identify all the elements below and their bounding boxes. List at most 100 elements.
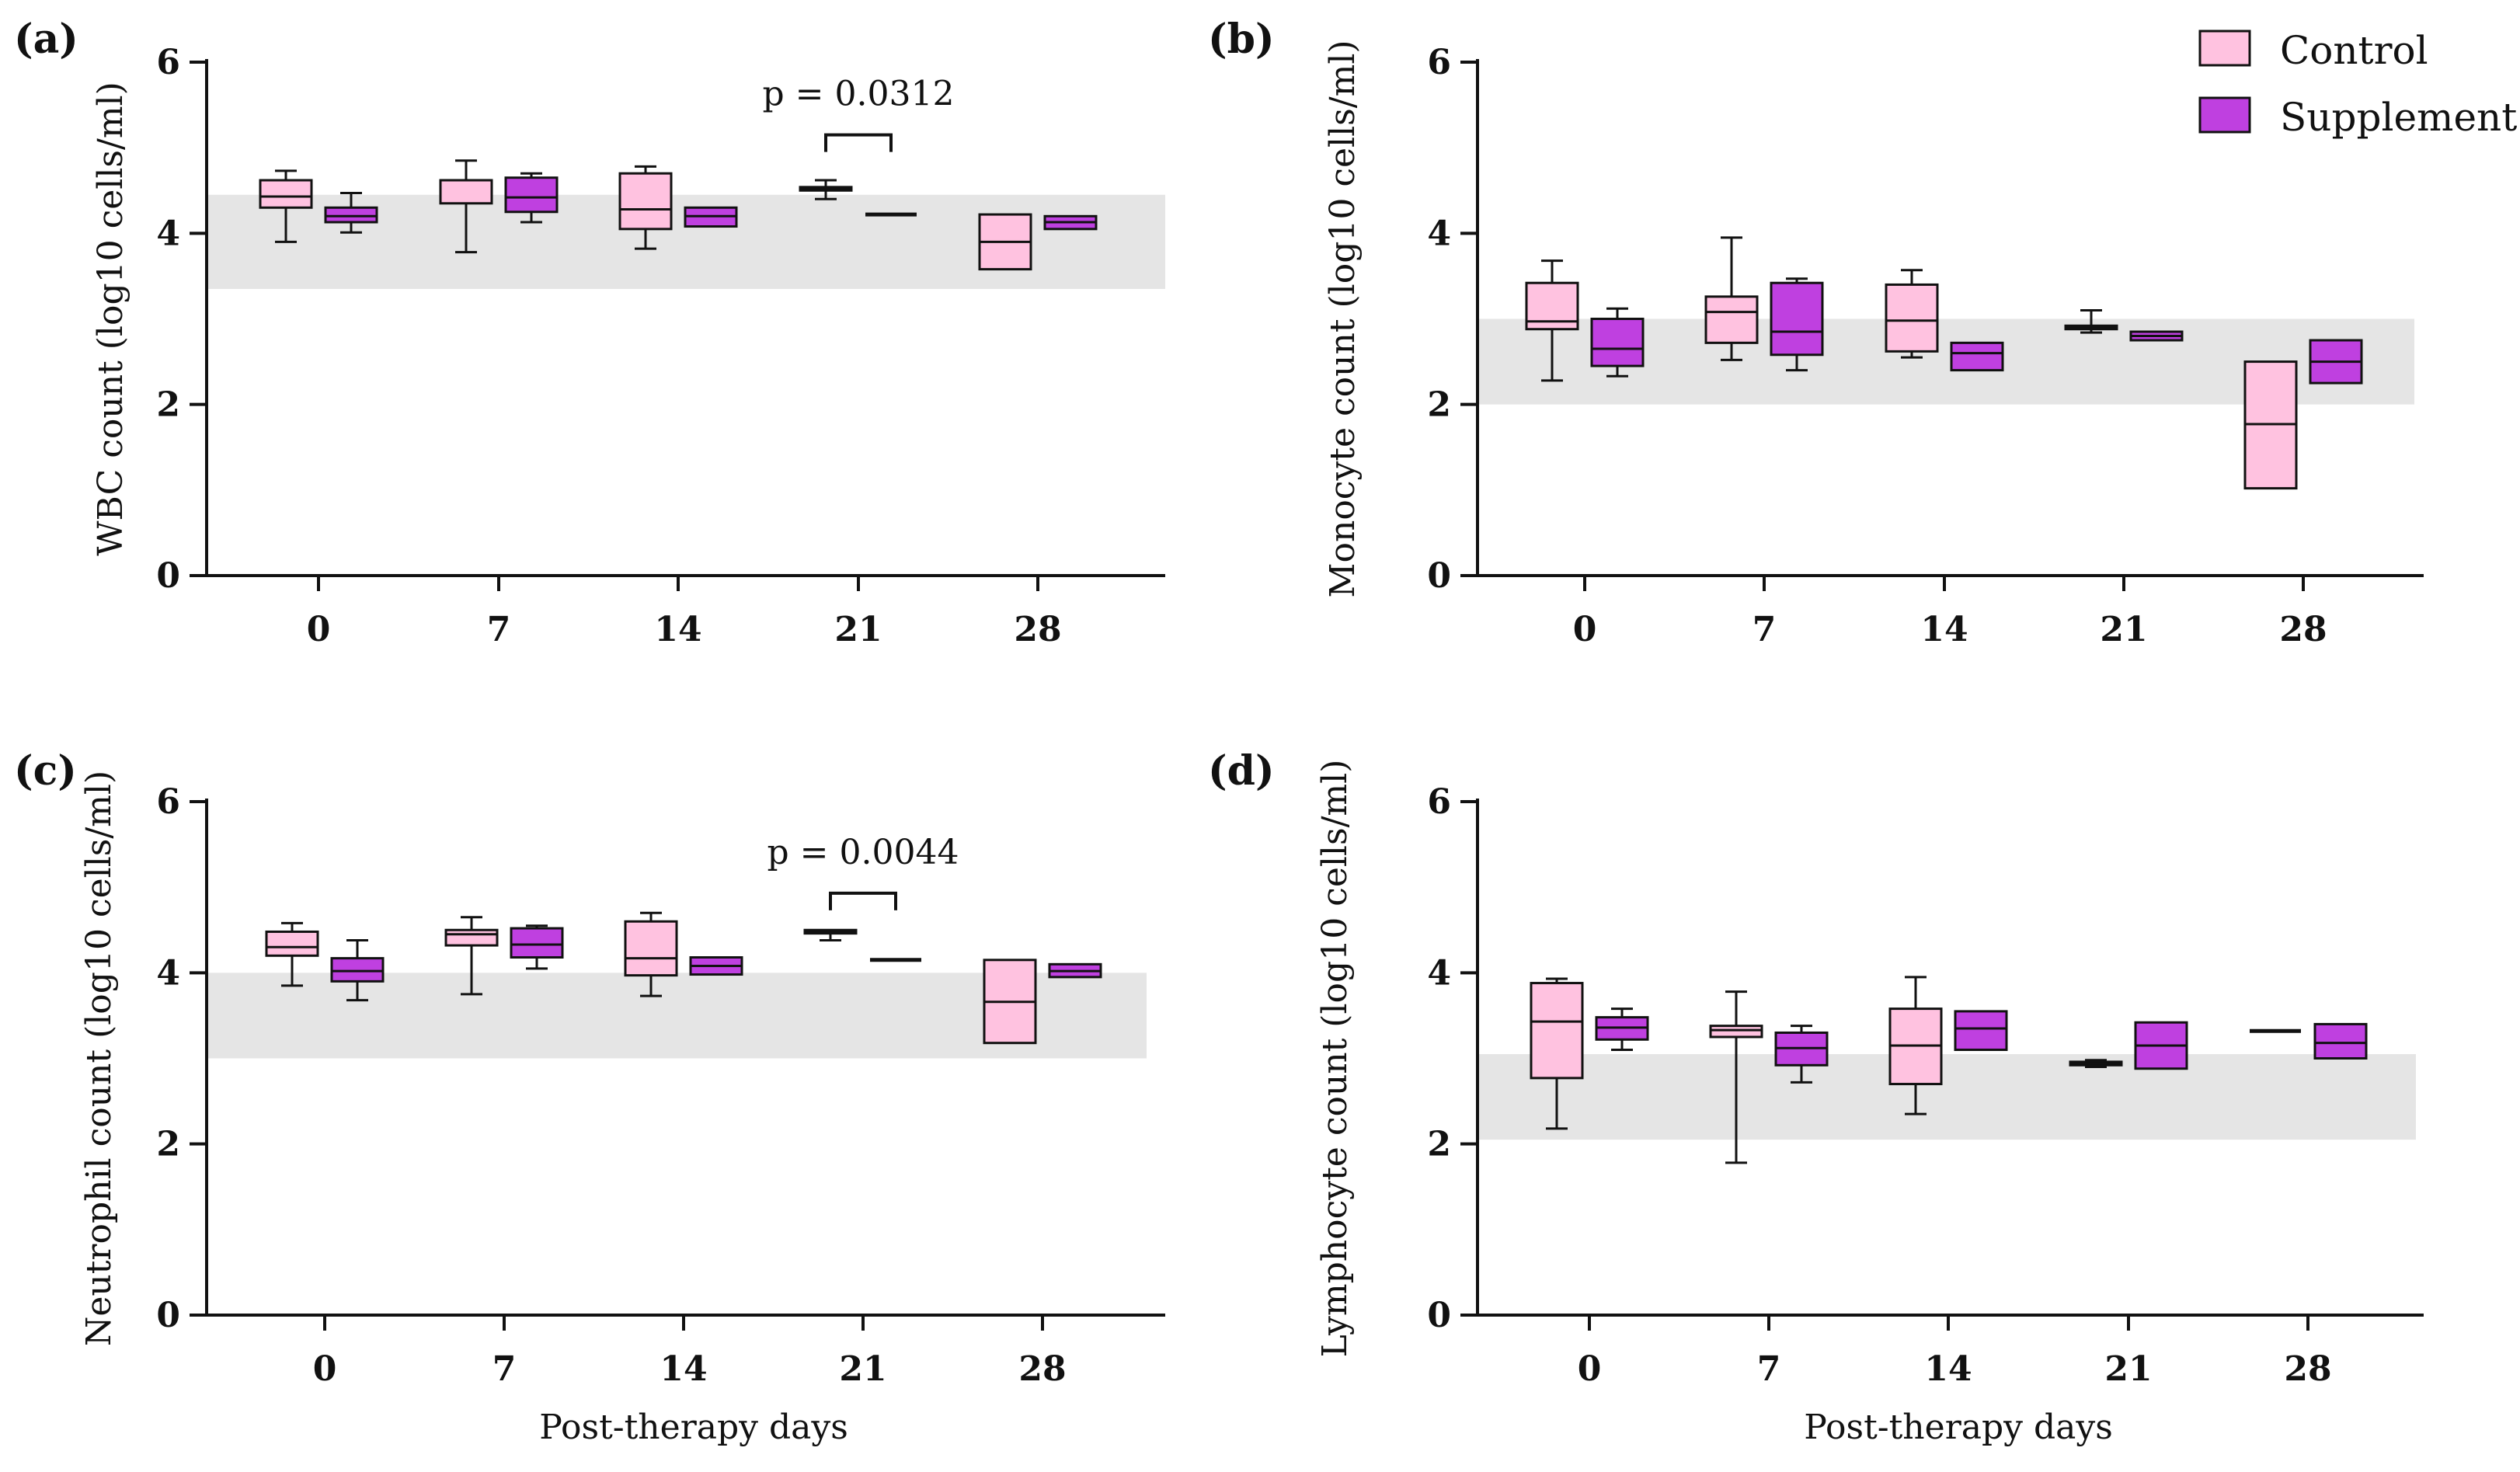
box <box>504 176 559 214</box>
x-tick-label: 0 <box>313 1349 337 1389</box>
x-tick-label: 0 <box>1578 1349 1602 1389</box>
p-value-label: p = 0.0312 <box>763 75 955 114</box>
y-tick-label: 2 <box>156 1125 180 1164</box>
box <box>2313 1022 2368 1060</box>
box <box>439 179 493 205</box>
box <box>265 930 319 957</box>
box-supplement-day-21 <box>2129 330 2184 342</box>
y-tick-label: 0 <box>1427 556 1451 596</box>
x-tick-label: 28 <box>1018 1349 1066 1389</box>
x-tick-label: 28 <box>2279 610 2327 649</box>
box-supplement-day-7 <box>504 172 559 224</box>
significance-bracket <box>829 891 897 910</box>
y-tick-label: 4 <box>1427 214 1451 253</box>
box-control-day-7 <box>439 159 493 254</box>
box-supplement-day-0 <box>1590 307 1645 378</box>
x-tick-label: 7 <box>1757 1349 1781 1389</box>
y-axis-title: WBC count (log10 cells/ml) <box>91 82 131 556</box>
x-axis-title: Post-therapy days <box>539 1408 848 1447</box>
box-control-day-28 <box>2243 360 2298 490</box>
box-control-day-14 <box>624 911 678 997</box>
box <box>618 172 673 231</box>
x-tick-label: 21 <box>839 1349 886 1389</box>
box-control-day-28 <box>978 213 1032 271</box>
box <box>259 179 313 209</box>
x-tick-label: 7 <box>487 610 511 649</box>
y-tick-label: 0 <box>156 1296 180 1335</box>
legend: Control Supplement <box>2198 28 2517 140</box>
x-tick-label: 28 <box>1014 610 1061 649</box>
y-tick-label: 0 <box>1427 1296 1451 1335</box>
reference-band <box>1479 1053 2416 1140</box>
y-tick-label: 2 <box>1427 1125 1451 1164</box>
x-tick-label: 0 <box>1573 610 1597 649</box>
legend-swatch-control <box>2198 30 2251 67</box>
box-control-day-0 <box>1530 977 1584 1130</box>
box <box>624 920 678 977</box>
x-tick-label: 21 <box>834 610 882 649</box>
x-axis-title: Post-therapy days <box>1804 1408 2113 1447</box>
box-supplement-day-0 <box>330 938 385 1002</box>
box <box>1530 982 1584 1080</box>
box-supplement-day-14 <box>689 956 743 976</box>
box-control-day-21 <box>2064 308 2118 334</box>
x-tick-label: 14 <box>660 1349 707 1389</box>
box-control-day-0 <box>259 169 313 243</box>
box <box>1885 283 1939 353</box>
box <box>1704 295 1759 344</box>
panel-b: 0 2 4 6 0 7 14 21 28 (b) Monocyte count (log10 cel… <box>1208 16 2424 649</box>
box-control-day-7 <box>1704 236 1759 361</box>
y-tick-label: 4 <box>1427 953 1451 993</box>
box <box>1954 1010 2008 1051</box>
box-control-day-21 <box>2069 1059 2123 1069</box>
box-supplement-day-0 <box>1595 1007 1649 1051</box>
box-control-day-14 <box>1888 976 1943 1115</box>
box <box>444 928 499 947</box>
box <box>1709 1025 1763 1039</box>
y-tick-label: 6 <box>156 782 180 822</box>
box-supplement-day-28 <box>2313 1022 2368 1060</box>
box-supplement-day-0 <box>324 192 378 234</box>
box-control-day-14 <box>1885 269 1939 359</box>
x-tick-label: 7 <box>493 1349 517 1389</box>
box-control-day-21 <box>803 928 858 941</box>
box-control-day-0 <box>1525 259 1579 382</box>
y-axis-title: Lymphocyte count (log10 cells/ml) <box>1315 760 1355 1358</box>
box-supplement-day-28 <box>2309 339 2363 385</box>
box-supplement-day-7 <box>1774 1025 1829 1084</box>
y-tick-label: 0 <box>156 556 180 596</box>
y-tick-label: 6 <box>1427 43 1451 82</box>
y-axis-title: Monocyte count (log10 cells/ml) <box>1323 40 1363 597</box>
x-tick-label: 14 <box>1920 610 1968 649</box>
y-tick-label: 6 <box>156 43 180 82</box>
box-control-day-21 <box>799 179 853 200</box>
box-supplement-day-28 <box>1048 962 1102 979</box>
panel-label: (c) <box>14 747 77 795</box>
panel-label: (d) <box>1208 747 1275 795</box>
box-control-day-0 <box>265 921 319 987</box>
box-control-day-28 <box>983 959 1037 1045</box>
x-tick-label: 0 <box>307 610 331 649</box>
box-supplement-day-14 <box>684 206 738 228</box>
box-supplement-day-14 <box>1954 1010 2008 1051</box>
panel-d: 0 2 4 6 0 7 14 21 28 (d) Lymphocyte count (log10 c… <box>1208 747 2424 1447</box>
x-tick-label: 21 <box>2100 610 2147 649</box>
box-supplement-day-7 <box>1770 277 1824 372</box>
box-control-day-7 <box>444 916 499 996</box>
x-tick-label: 7 <box>1753 610 1777 649</box>
legend-label-control: Control <box>2280 28 2428 73</box>
box <box>1950 341 2004 372</box>
y-axis-title: Neutrophil count (log10 cells/ml) <box>79 771 119 1346</box>
panel-label: (a) <box>14 16 78 63</box>
box-supplement-day-14 <box>1950 341 2004 372</box>
x-tick-label: 28 <box>2284 1349 2331 1389</box>
box-supplement-day-28 <box>1043 214 1098 231</box>
box-control-day-7 <box>1709 990 1763 1164</box>
y-tick-label: 2 <box>156 385 180 425</box>
legend-label-supplement: Supplement <box>2280 95 2517 140</box>
legend-swatch-supplement <box>2198 96 2251 134</box>
box <box>324 206 378 224</box>
box <box>1770 281 1824 357</box>
x-tick-label: 14 <box>654 610 701 649</box>
